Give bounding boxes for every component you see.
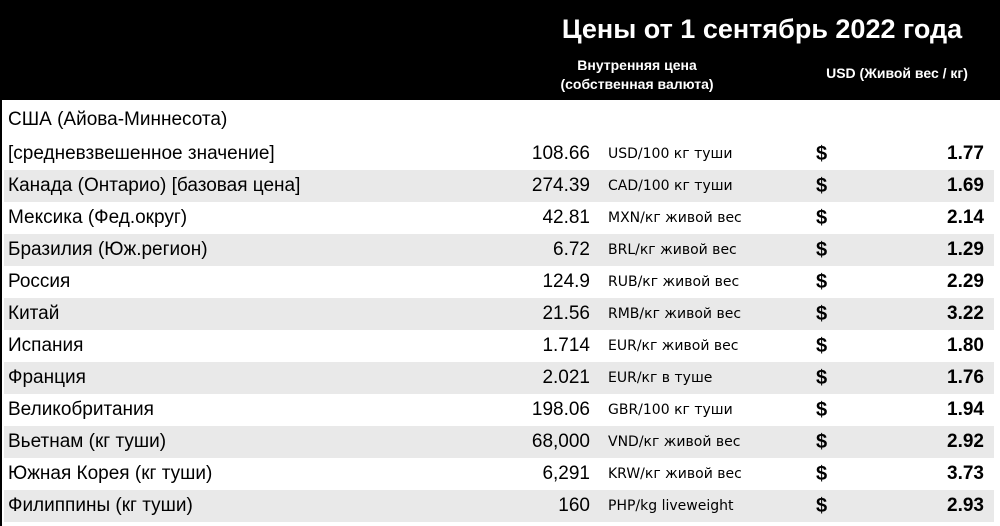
usd-value-cell: 1.80 [947,335,984,356]
country-cell: Канада (Онтарио) [базовая цена] [8,175,301,196]
country-cell: Бразилия (Юж.регион) [8,239,208,260]
unit-cell: PHP/kg liveweight [608,498,734,514]
table-row: [средневзвешенное значение] 108.66 USD/1… [4,138,994,170]
country-cell: Китай [8,303,60,324]
dollar-sign: $ [816,334,828,357]
country-cell: [средневзвешенное значение] [8,143,275,164]
local-value-cell: 2.021 [542,367,590,388]
usd-value-cell: 2.92 [947,431,984,452]
dollar-sign: $ [816,302,828,325]
unit-cell: RMB/кг живой вес [608,306,742,322]
table-row-note: США (Айова-Миннесота) [4,102,994,138]
dollar-sign: $ [816,398,828,421]
country-cell: Мексика (Фед.округ) [8,207,188,228]
local-value-cell: 108.66 [531,143,590,164]
table-row: Вьетнам (кг туши) 68,000 VND/кг живой ве… [4,426,994,458]
dollar-sign: $ [816,238,828,261]
table-row: Франция 2.021 EUR/кг в туше $ 1.76 [4,362,994,394]
dollar-sign: $ [816,462,828,485]
unit-cell: RUB/кг живой вес [608,274,740,290]
usd-value-cell: 2.14 [947,207,984,228]
usd-value-cell: 1.77 [947,143,984,164]
table-row: Южная Корея (кг туши) 6,291 KRW/кг живой… [4,458,994,490]
table-row: Бразилия (Юж.регион) 6.72 BRL/кг живой в… [4,234,994,266]
local-price-header-line1: Внутренняя цена [577,57,697,73]
table-header: Цены от 1 сентябрь 2022 года Внутренняя … [2,2,1000,100]
page-title: Цены от 1 сентябрь 2022 года [561,14,963,44]
unit-cell: VND/кг живой вес [608,434,741,450]
local-value-cell: 21.56 [542,303,590,324]
country-cell: Великобритания [8,399,154,420]
country-cell: Испания [8,335,84,356]
unit-cell: KRW/кг живой вес [608,466,742,482]
dollar-sign: $ [816,430,828,453]
price-table: США (Айова-Миннесота) [средневзвешенное … [4,102,994,522]
table-row: Испания 1.714 EUR/кг живой вес $ 1.80 [4,330,994,362]
local-price-header-line2: (собственная валюта) [560,76,714,92]
local-value-cell: 42.81 [542,207,590,228]
usd-header: USD (Живой вес / кг) [826,65,968,81]
usd-value-cell: 1.69 [947,175,984,196]
usd-value-cell: 2.29 [947,271,984,292]
country-cell: Вьетнам (кг туши) [8,431,167,452]
dollar-sign: $ [816,174,828,197]
dollar-sign: $ [816,206,828,229]
unit-cell: USD/100 кг туши [608,146,733,162]
table-row: Филиппины (кг туши) 160 PHP/kg liveweigh… [4,490,994,522]
table-row: Великобритания 198.06 GBR/100 кг туши $ … [4,394,994,426]
table-row: Китай 21.56 RMB/кг живой вес $ 3.22 [4,298,994,330]
dollar-sign: $ [816,142,828,165]
unit-cell: CAD/100 кг туши [608,178,733,194]
country-cell: Россия [8,271,71,292]
local-value-cell: 124.9 [542,271,590,292]
unit-cell: BRL/кг живой вес [608,242,737,258]
table-row: Мексика (Фед.округ) 42.81 MXN/кг живой в… [4,202,994,234]
dollar-sign: $ [816,270,828,293]
unit-cell: GBR/100 кг туши [608,402,733,418]
usd-value-cell: 3.22 [947,303,984,324]
country-cell: Филиппины (кг туши) [8,495,193,516]
local-value-cell: 160 [558,495,590,516]
unit-cell: MXN/кг живой вес [608,210,742,226]
table-row: Россия 124.9 RUB/кг живой вес $ 2.29 [4,266,994,298]
usd-value-cell: 3.73 [947,463,984,484]
dollar-sign: $ [816,494,828,517]
local-price-header: Внутренняя цена (собственная валюта) [522,56,752,94]
local-value-cell: 198.06 [531,399,590,420]
country-cell: Южная Корея (кг туши) [8,463,213,484]
country-cell: Франция [8,367,86,388]
usd-value-cell: 1.94 [947,399,984,420]
usd-value-cell: 2.93 [947,495,984,516]
local-value-cell: 6,291 [542,463,590,484]
table-row: Канада (Онтарио) [базовая цена] 274.39 C… [4,170,994,202]
local-value-cell: 1.714 [542,335,590,356]
country-cell: США (Айова-Миннесота) [8,109,228,130]
usd-value-cell: 1.76 [947,367,984,388]
usd-value-cell: 1.29 [947,239,984,260]
unit-cell: EUR/кг живой вес [608,338,739,354]
dollar-sign: $ [816,366,828,389]
unit-cell: EUR/кг в туше [608,370,713,386]
local-value-cell: 274.39 [531,175,590,196]
local-value-cell: 68,000 [531,431,590,452]
local-value-cell: 6.72 [553,239,590,260]
